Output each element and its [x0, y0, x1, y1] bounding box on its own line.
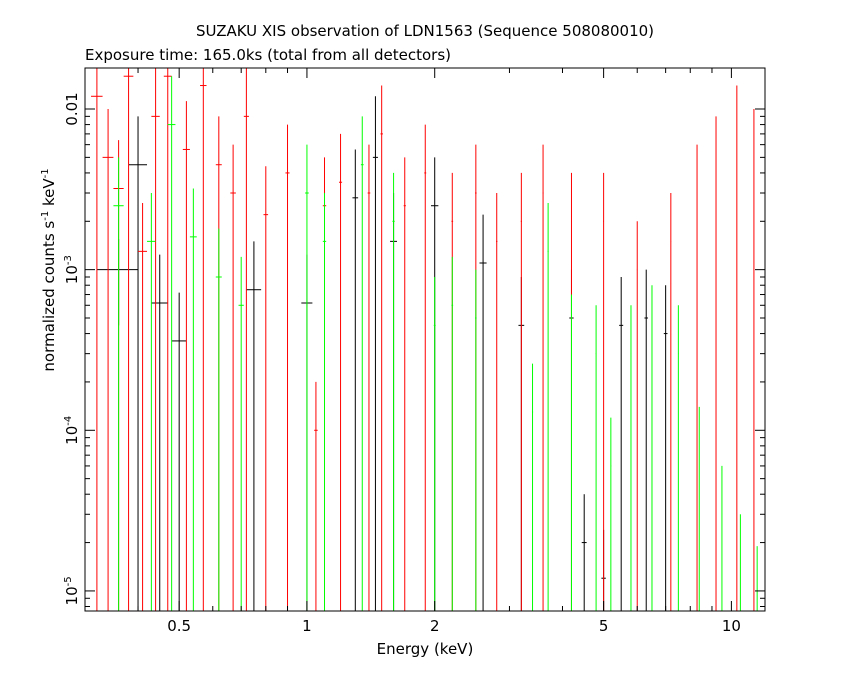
data-point [182, 101, 190, 611]
data-point [163, 68, 172, 611]
y-tick-label: 0.01 [63, 92, 81, 125]
series-layer [91, 68, 758, 611]
data-point [243, 68, 249, 611]
data-point [424, 124, 427, 611]
data-point [360, 116, 364, 611]
y-tick-exp: -3 [63, 255, 74, 265]
data-point [138, 202, 148, 611]
data-point [167, 76, 176, 611]
data-point [285, 124, 290, 611]
y-tick-exp: -4 [63, 416, 74, 426]
data-point [238, 256, 244, 611]
y-axis-label-exp-2: -1 [40, 168, 51, 179]
data-point [433, 276, 436, 611]
data-point [263, 166, 269, 611]
series-0 [96, 96, 668, 611]
data-point [189, 188, 197, 611]
y-tick-base: 10 [63, 426, 81, 445]
data-point [663, 285, 668, 611]
data-point [352, 149, 359, 611]
data-point [451, 256, 454, 611]
data-point [644, 269, 648, 611]
y-tick-label: 10-5 [63, 576, 81, 605]
y-tick-label: 10-4 [63, 416, 81, 445]
data-point [367, 144, 371, 611]
chart-subtitle: Exposure time: 165.0ks (total from all d… [85, 46, 452, 64]
data-point [305, 144, 309, 611]
data-point [102, 109, 114, 611]
series-1 [91, 68, 755, 611]
y-axis-label-mid: keV [40, 178, 58, 211]
y-axis-label-exp-1: -1 [40, 210, 51, 221]
x-tick-label: 10 [722, 617, 741, 635]
chart-title: SUZAKU XIS observation of LDN1563 (Seque… [195, 22, 655, 40]
data-point [603, 172, 605, 611]
x-tick-label: 1 [302, 617, 312, 635]
y-tick-base: 10 [63, 265, 81, 284]
data-point [147, 193, 156, 611]
plot-frame [84, 67, 766, 612]
data-point [91, 68, 103, 611]
data-point [151, 68, 160, 611]
data-point [403, 157, 406, 611]
data-point [314, 381, 318, 611]
data-point [479, 214, 487, 611]
y-tick-base: 0.01 [63, 92, 81, 125]
data-point [496, 193, 498, 611]
data-point [630, 305, 632, 611]
data-point [542, 144, 544, 611]
data-point [531, 363, 534, 611]
data-point [610, 417, 612, 611]
data-point [547, 202, 549, 611]
data-point [151, 254, 168, 611]
x-tick-label: 0.5 [167, 617, 191, 635]
data-point [475, 269, 477, 611]
data-point [200, 68, 207, 611]
x-axis-label: Energy (keV) [376, 640, 474, 658]
y-tick-exp: -5 [63, 576, 74, 586]
y-axis-label-main: normalized counts s [40, 220, 58, 372]
data-point [670, 193, 672, 611]
data-point [380, 85, 383, 611]
series-2 [113, 76, 758, 611]
data-point [123, 68, 134, 611]
data-point [651, 285, 653, 611]
data-point [520, 172, 522, 611]
data-point [581, 494, 587, 611]
data-point [230, 144, 236, 611]
y-tick-label: 10-3 [63, 255, 81, 284]
data-point [113, 157, 124, 611]
data-point [246, 241, 262, 611]
x-tick-label: 2 [430, 617, 440, 635]
data-point [171, 292, 187, 611]
data-point [96, 239, 139, 326]
data-point [636, 221, 638, 611]
data-point [570, 294, 572, 611]
data-point [215, 228, 222, 611]
data-point [322, 193, 327, 611]
data-point [372, 96, 378, 611]
data-point [619, 276, 624, 611]
data-point [128, 116, 148, 611]
data-point [392, 172, 395, 611]
data-point [339, 133, 343, 611]
y-tick-base: 10 [63, 586, 81, 605]
data-point [595, 305, 597, 611]
x-tick-label: 5 [599, 617, 609, 635]
